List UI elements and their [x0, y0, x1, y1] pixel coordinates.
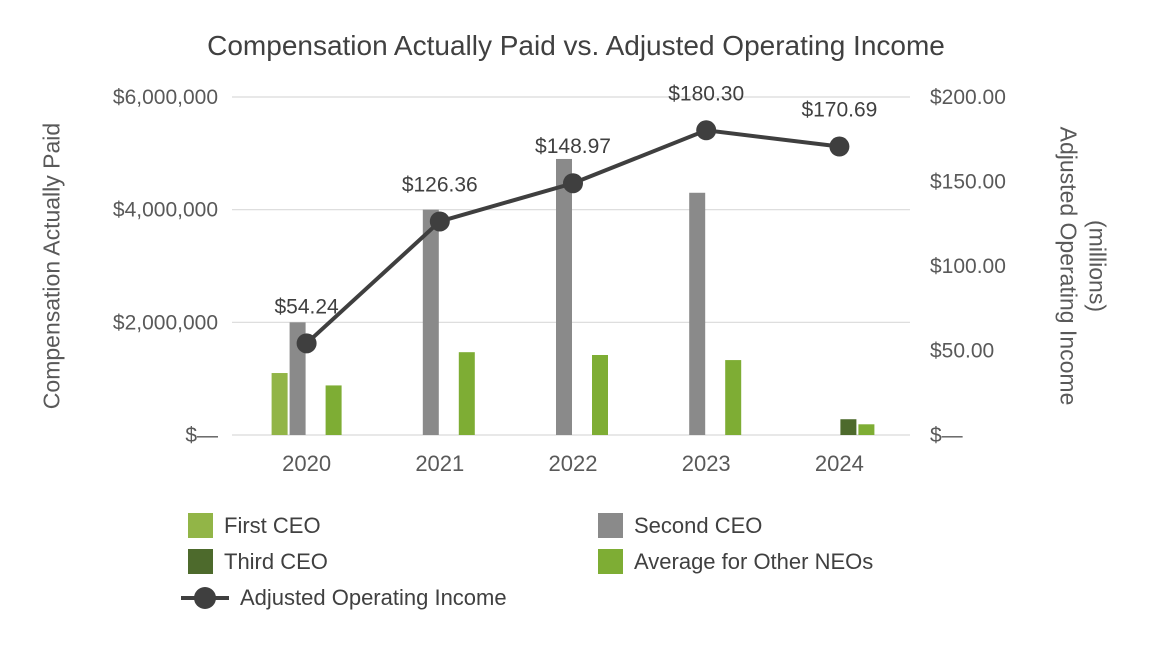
- legend: First CEO Second CEO Third CEO Average f…: [0, 512, 1152, 642]
- line-point: [696, 120, 717, 141]
- right-axis-tick: $—: [930, 424, 963, 447]
- chart-title: Compensation Actually Paid vs. Adjusted …: [207, 30, 945, 61]
- legend-swatch-first-ceo: [188, 513, 213, 538]
- legend-label-second-ceo: Second CEO: [634, 512, 763, 538]
- x-axis-tick: 2023: [682, 451, 731, 476]
- legend-label-average-other-neos: Average for Other NEOs: [634, 548, 874, 574]
- legend-item-adjusted-operating-income: Adjusted Operating Income: [181, 584, 507, 611]
- legend-label-first-ceo: First CEO: [224, 512, 321, 538]
- left-axis-tick: $—: [185, 424, 218, 447]
- legend-item-first-ceo: First CEO: [188, 512, 321, 539]
- legend-item-second-ceo: Second CEO: [598, 512, 762, 539]
- bar-average-for-other-neos: [858, 424, 875, 435]
- right-axis-title-units: (millions): [1084, 220, 1111, 312]
- bar-first-ceo: [271, 373, 288, 435]
- legend-swatch-third-ceo: [188, 549, 213, 574]
- bar-second-ceo: [556, 158, 572, 435]
- line-point-label: $126.36: [402, 173, 478, 196]
- legend-line-dot-icon: [181, 586, 229, 609]
- left-axis-title: Compensation Actually Paid: [38, 122, 65, 410]
- line-point: [296, 333, 317, 354]
- right-axis-tick: $200.00: [930, 86, 1006, 109]
- right-axis-tick: $150.00: [930, 171, 1006, 194]
- bar-average-for-other-neos: [725, 360, 742, 435]
- legend-swatch-second-ceo: [598, 513, 623, 538]
- x-axis-tick: 2020: [282, 451, 331, 476]
- right-axis-tick: $50.00: [930, 340, 994, 363]
- bar-average-for-other-neos: [592, 355, 608, 435]
- line-point: [429, 211, 450, 232]
- line-point: [829, 136, 850, 157]
- bar-average-for-other-neos: [325, 385, 342, 435]
- legend-swatch-average-other-neos: [598, 549, 623, 574]
- line-point-label: $180.30: [668, 82, 744, 105]
- bar-second-ceo: [689, 192, 706, 435]
- left-axis-tick: $4,000,000: [113, 199, 218, 222]
- left-axis-tick: $6,000,000: [113, 86, 218, 109]
- right-axis-title: Adjusted Operating Income: [1055, 126, 1082, 406]
- bar-third-ceo: [840, 419, 857, 435]
- left-axis-tick: $2,000,000: [113, 311, 218, 334]
- x-axis-tick: 2021: [415, 451, 464, 476]
- x-axis-tick: 2024: [815, 451, 864, 476]
- x-axis-tick: 2022: [549, 451, 598, 476]
- bar-second-ceo: [422, 209, 439, 435]
- legend-label-third-ceo: Third CEO: [224, 548, 328, 574]
- line-adjusted-operating-income: [305, 128, 840, 345]
- legend-item-average-other-neos: Average for Other NEOs: [598, 548, 873, 575]
- line-point-label: $148.97: [535, 135, 611, 158]
- bar-average-for-other-neos: [458, 352, 475, 435]
- line-point: [563, 173, 583, 194]
- legend-item-third-ceo: Third CEO: [188, 548, 328, 575]
- legend-label-adjusted-operating-income: Adjusted Operating Income: [240, 584, 507, 610]
- right-axis-tick: $100.00: [930, 255, 1006, 278]
- line-point-label: $170.69: [801, 99, 877, 122]
- line-point-label: $54.24: [274, 295, 339, 318]
